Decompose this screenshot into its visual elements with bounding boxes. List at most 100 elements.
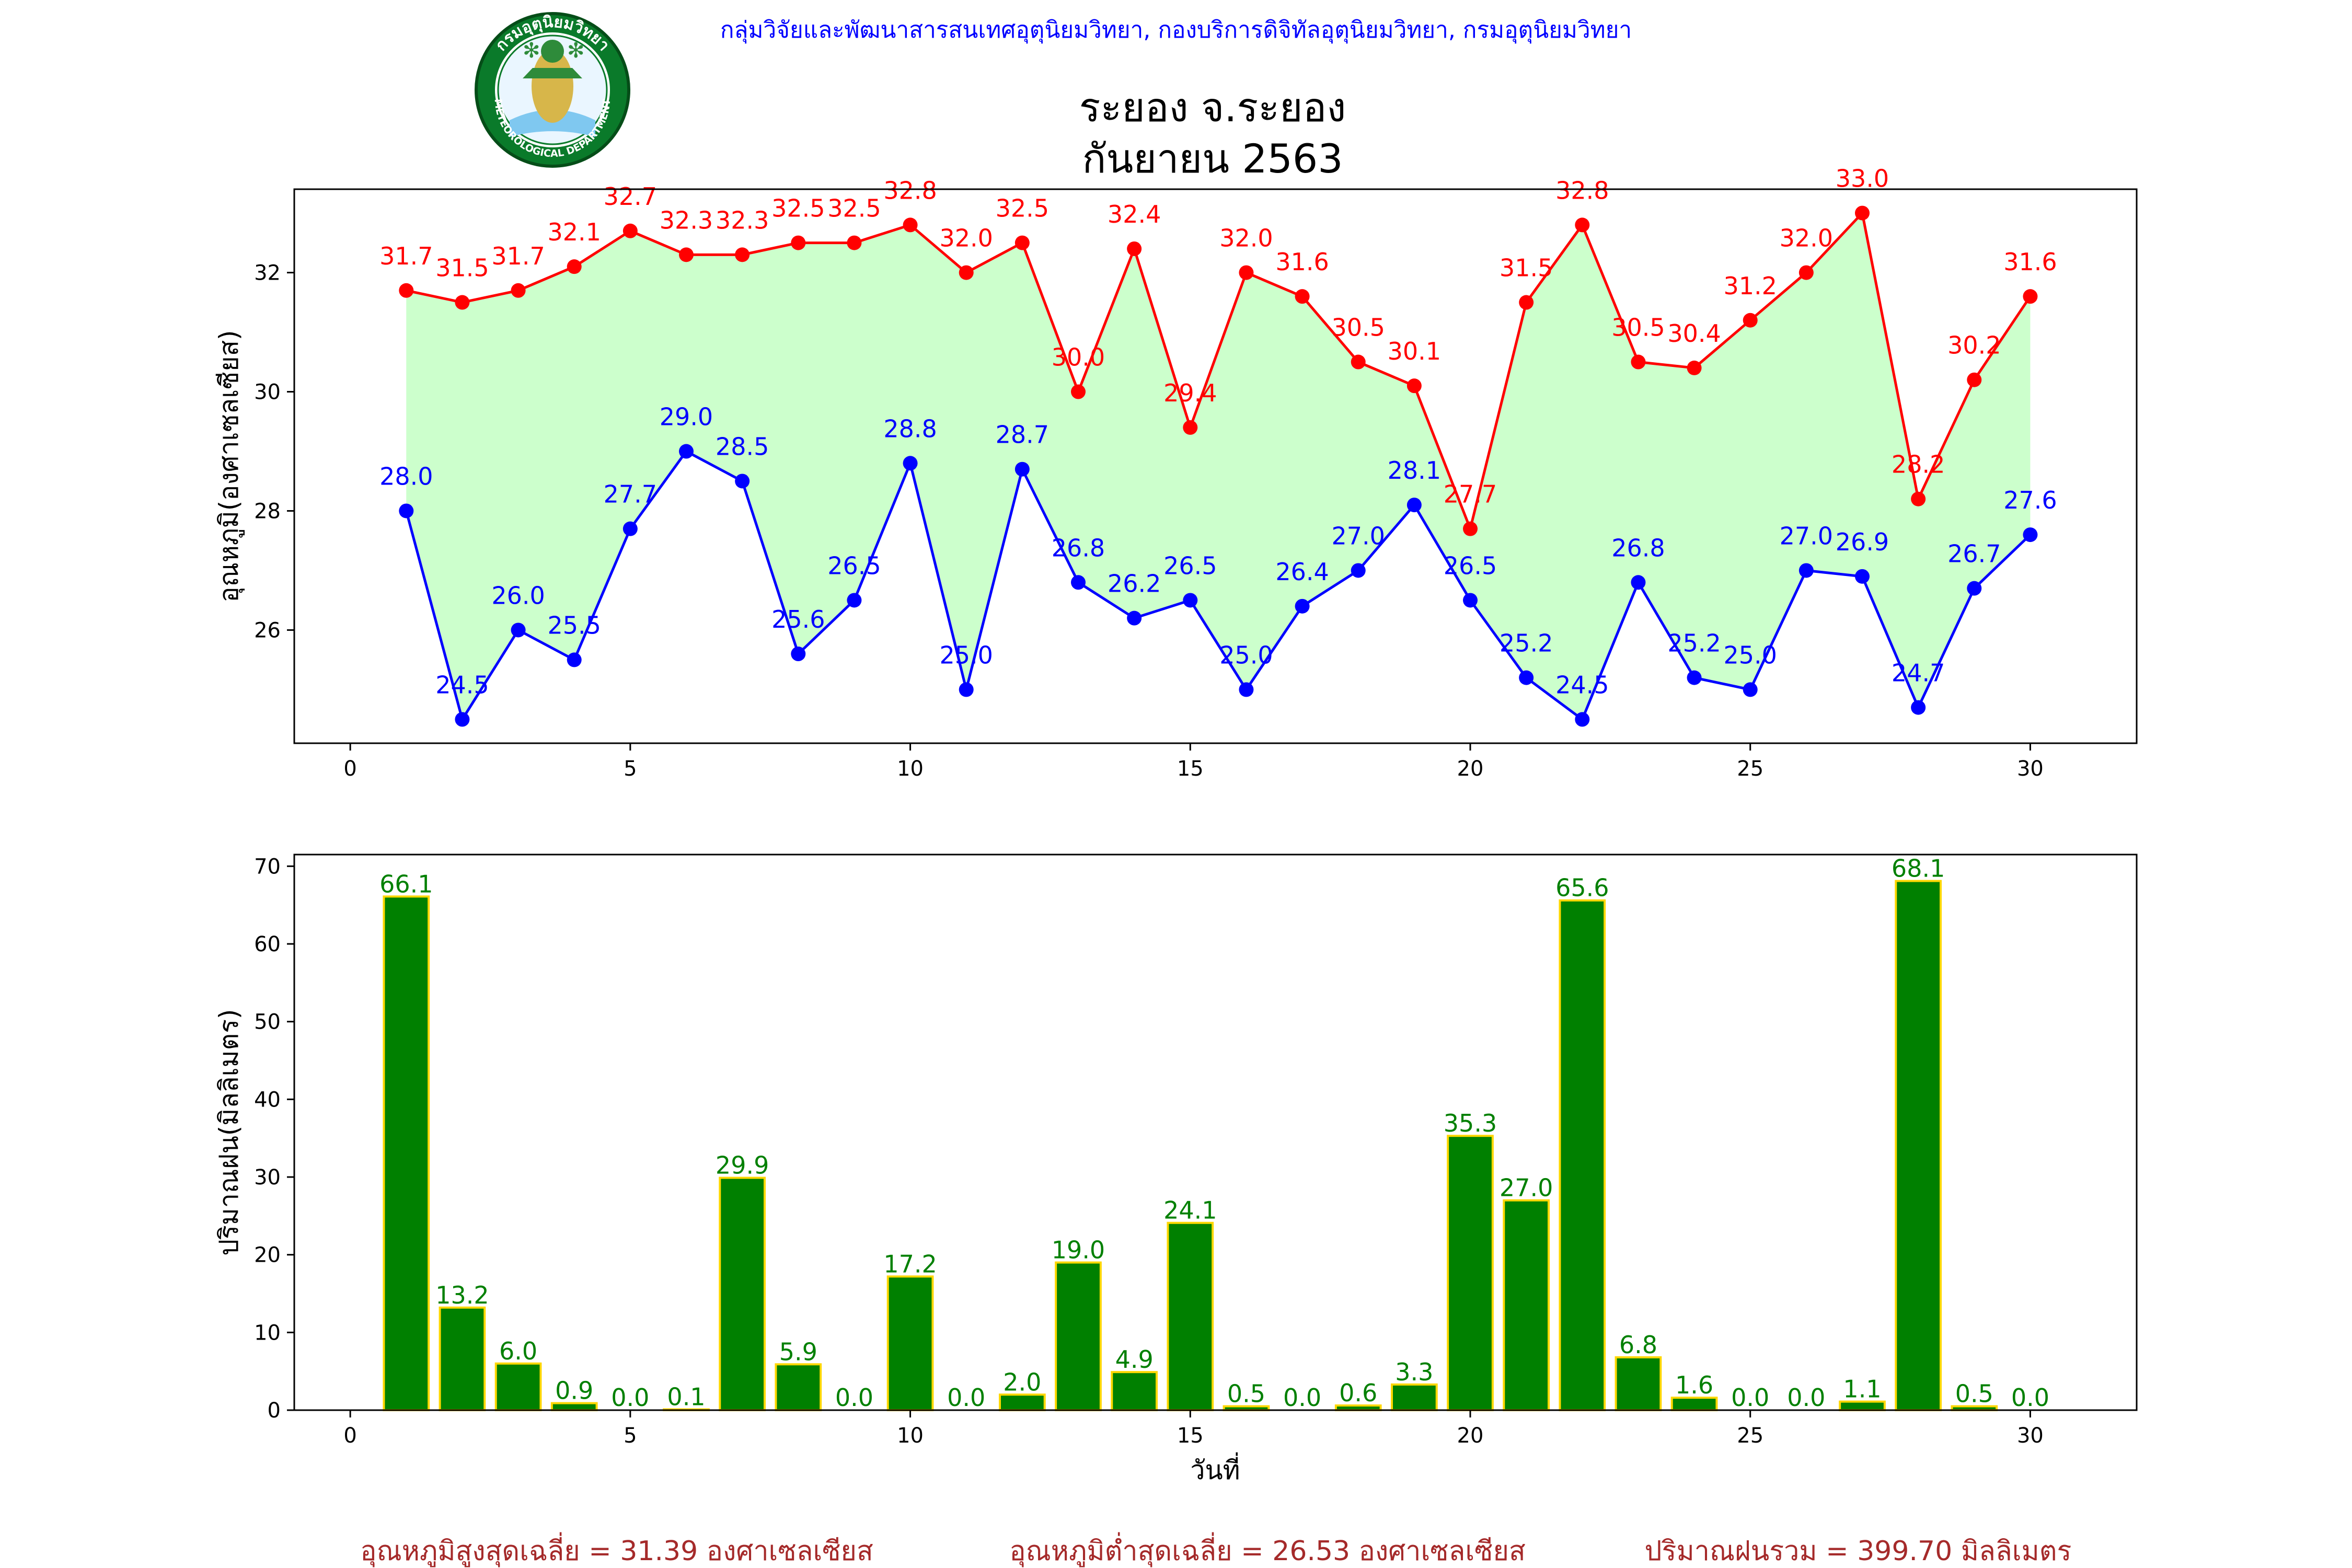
rainfall-value-label: 0.0 — [947, 1383, 985, 1412]
max-temperature-label: 27.7 — [1444, 480, 1497, 509]
min-temperature-point — [455, 712, 470, 727]
min-temperature-point — [1183, 593, 1198, 608]
rainfall-bar — [1503, 1199, 1550, 1411]
max-temperature-label: 31.7 — [379, 242, 433, 270]
temperature-plot-frame — [293, 188, 2138, 744]
min-temperature-label: 24.5 — [435, 671, 489, 699]
rainfall-value-label: 13.2 — [435, 1281, 489, 1309]
min-temperature-label: 27.6 — [2003, 486, 2057, 514]
rainfall-value-label: 66.1 — [379, 870, 433, 898]
max-temperature-label: 32.5 — [996, 194, 1049, 223]
max-temperature-point — [1575, 217, 1590, 233]
max-temperature-label: 32.8 — [1555, 176, 1609, 204]
temperature-x-tick-label: 30 — [2017, 757, 2044, 781]
min-temperature-point — [847, 593, 862, 608]
max-temperature-label: 33.0 — [1836, 165, 1889, 193]
max-temperature-point — [1855, 205, 1870, 221]
min-temperature-point — [511, 622, 526, 638]
rainfall-bar — [1895, 880, 1942, 1411]
rainfall-y-tick-label: 70 — [254, 855, 281, 879]
min-temperature-point — [1463, 593, 1478, 608]
temperature-y-axis-label: อุณหภูมิ(องศาเซลเซียส) — [214, 330, 245, 602]
min-temperature-point — [399, 503, 414, 518]
rainfall-value-label: 4.9 — [1115, 1345, 1154, 1374]
svg-text:✻: ✻ — [523, 39, 540, 63]
min-temperature-point — [1967, 581, 1982, 596]
temperature-x-tick-label: 25 — [1737, 757, 1763, 781]
min-temperature-point — [1351, 563, 1366, 578]
rainfall-x-tick-label: 10 — [897, 1424, 924, 1448]
rainfall-bar — [383, 895, 430, 1411]
min-temperature-point — [1631, 575, 1646, 590]
min-temperature-label: 26.8 — [1611, 534, 1665, 562]
max-temperature-point — [1295, 289, 1310, 304]
footer-avg-max: อุณหภูมิสูงสุดเฉลี่ย = 31.39 องศาเซลเซีย… — [360, 1532, 873, 1567]
max-temperature-point — [455, 295, 470, 310]
max-temperature-point — [1071, 384, 1086, 399]
min-temperature-label: 25.2 — [1500, 629, 1553, 658]
temperature-x-tick-label: 15 — [1177, 757, 1204, 781]
max-temperature-point — [622, 223, 638, 238]
min-temperature-label: 24.7 — [1892, 659, 1945, 687]
max-temperature-point — [847, 235, 862, 250]
max-temperature-label: 30.0 — [1052, 343, 1105, 372]
min-temperature-point — [1855, 569, 1870, 584]
svg-text:✻: ✻ — [567, 39, 585, 63]
min-temperature-label: 29.0 — [660, 403, 713, 431]
rainfall-value-label: 27.0 — [1500, 1174, 1553, 1202]
max-temperature-point — [959, 265, 974, 280]
min-temperature-point — [1911, 700, 1926, 715]
rainfall-value-label: 2.0 — [1003, 1368, 1041, 1396]
rainfall-value-label: 0.1 — [667, 1383, 705, 1411]
min-temperature-point — [1798, 563, 1814, 578]
max-temperature-label: 32.4 — [1108, 200, 1161, 228]
rainfall-value-label: 3.3 — [1395, 1358, 1433, 1386]
rainfall-bar — [1447, 1135, 1494, 1411]
rainfall-x-tick-label: 15 — [1177, 1424, 1204, 1448]
min-temperature-label: 26.4 — [1275, 558, 1329, 586]
rainfall-value-label: 1.1 — [1843, 1375, 1881, 1403]
min-temperature-point — [567, 652, 582, 667]
max-temperature-label: 30.5 — [1332, 314, 1385, 342]
min-temperature-point — [791, 647, 806, 662]
rainfall-value-label: 0.9 — [555, 1377, 593, 1405]
temperature-y-tick-label: 28 — [254, 499, 281, 523]
rainfall-y-tick-label: 20 — [254, 1243, 281, 1267]
min-temperature-label: 28.0 — [379, 462, 433, 490]
max-temperature-label: 30.2 — [1947, 331, 2001, 360]
min-temperature-point — [1743, 682, 1758, 697]
temperature-y-tick-label: 26 — [254, 618, 281, 642]
min-temperature-point — [1519, 670, 1534, 685]
max-temperature-point — [399, 283, 414, 298]
max-temperature-point — [1687, 360, 1702, 375]
max-temperature-label: 32.0 — [940, 224, 993, 252]
min-temperature-line — [405, 450, 2032, 721]
min-temperature-label: 26.8 — [1052, 534, 1105, 562]
rainfall-value-label: 0.0 — [1787, 1383, 1825, 1412]
max-temperature-label: 32.1 — [548, 218, 601, 246]
rainfall-bar — [1391, 1383, 1438, 1412]
max-temperature-label: 31.2 — [1724, 272, 1777, 300]
rainfall-value-label: 29.9 — [716, 1151, 769, 1179]
max-temperature-point — [1631, 354, 1646, 370]
max-temperature-label: 29.4 — [1163, 379, 1217, 407]
max-temperature-label: 30.4 — [1667, 319, 1721, 348]
max-temperature-point — [1463, 521, 1478, 536]
rainfall-bar — [886, 1275, 934, 1412]
rainfall-x-tick-label: 5 — [624, 1424, 637, 1448]
max-temperature-label: 32.8 — [883, 176, 937, 204]
max-temperature-point — [1183, 420, 1198, 435]
max-temperature-label: 31.7 — [491, 242, 545, 270]
min-temperature-label: 26.9 — [1836, 528, 1889, 556]
temperature-x-tick-label: 10 — [897, 757, 924, 781]
rainfall-y-tick-label: 0 — [268, 1399, 281, 1423]
max-temperature-label: 32.7 — [604, 182, 657, 211]
footer-rain-total: ปริมาณฝนรวม = 399.70 มิลลิเมตร — [1645, 1536, 2072, 1567]
max-temperature-point — [1743, 313, 1758, 328]
min-temperature-point — [622, 521, 638, 536]
min-temperature-label: 25.2 — [1667, 629, 1721, 658]
temperature-range-fill — [406, 213, 2031, 720]
min-temperature-label: 25.0 — [940, 641, 993, 669]
min-temperature-point — [1406, 498, 1422, 513]
rainfall-value-label: 65.6 — [1555, 874, 1609, 902]
